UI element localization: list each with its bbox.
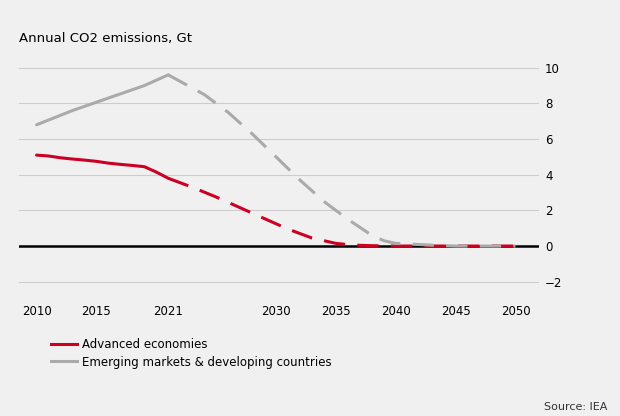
Text: Source: IEA: Source: IEA	[544, 402, 608, 412]
Legend: Advanced economies, Emerging markets & developing countries: Advanced economies, Emerging markets & d…	[51, 338, 332, 369]
Text: Annual CO2 emissions, Gt: Annual CO2 emissions, Gt	[19, 32, 192, 45]
